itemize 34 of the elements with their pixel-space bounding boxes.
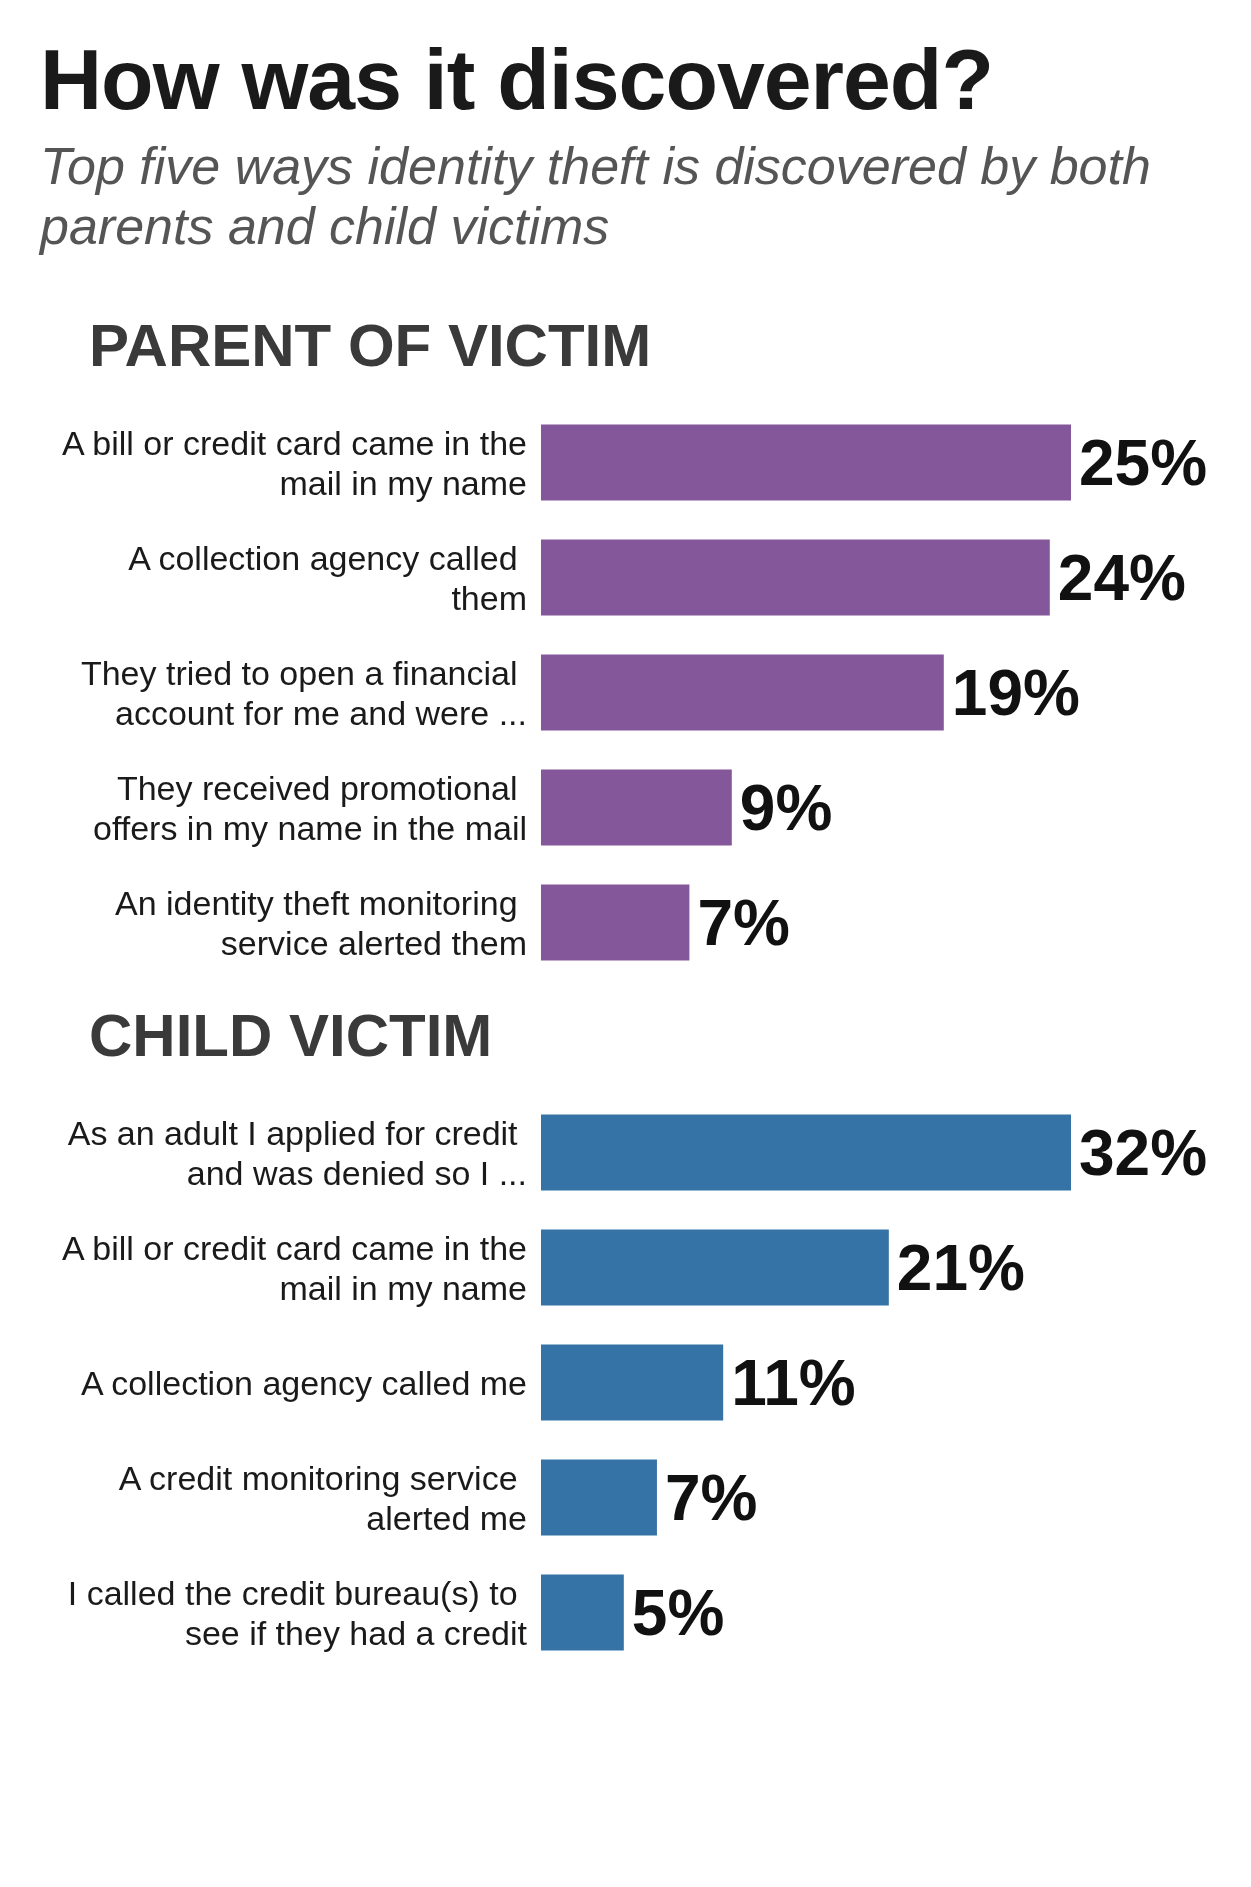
chart-title: CHILD VICTIM xyxy=(89,1001,493,1069)
text: How was it discovered? xyxy=(40,30,994,129)
y-tick-label: An identity theft monitoring service alerted them xyxy=(114,883,527,962)
bar xyxy=(541,769,732,846)
chart-title: PARENT OF VICTIM xyxy=(89,311,652,379)
y-tick-label: A bill or credit card came in the mail in my name xyxy=(62,1228,527,1307)
y-tick-label: A bill or credit card came in the mail in my name xyxy=(62,423,527,502)
data-label: 19% xyxy=(951,656,1080,729)
bar xyxy=(541,654,944,731)
bar xyxy=(541,884,690,961)
data-label: 9% xyxy=(739,771,833,844)
data-label: 24% xyxy=(1057,541,1186,614)
data-label: 32% xyxy=(1079,1116,1208,1189)
data-label: 21% xyxy=(896,1231,1025,1304)
bar xyxy=(541,1459,657,1536)
y-tick-label: A collection agency called me xyxy=(80,1363,527,1402)
data-label: 11% xyxy=(731,1346,856,1419)
bar xyxy=(541,539,1050,616)
y-tick-label: They tried to open a financial account for me and were ... xyxy=(80,653,527,732)
data-label: 7% xyxy=(697,886,790,959)
bar xyxy=(541,1114,1071,1191)
y-tick-label: As an adult I applied for credit and was denied so I ... xyxy=(67,1113,527,1192)
data-label: 5% xyxy=(631,1576,725,1649)
bar xyxy=(541,424,1071,501)
y-tick-label: A credit monitoring service alerted me xyxy=(118,1458,527,1537)
bar xyxy=(541,1574,624,1651)
y-tick-label: I called the credit bureau(s) to see if they had a credit xyxy=(67,1573,528,1652)
bar xyxy=(541,1229,889,1306)
text: Top five ways identity theft is discovered by both parents and child victims xyxy=(40,137,1152,257)
y-tick-label: A collection agency called them xyxy=(128,538,527,617)
data-label: 25% xyxy=(1079,426,1208,499)
bar xyxy=(541,1344,724,1421)
data-label: 7% xyxy=(664,1461,758,1534)
y-tick-label: They received promotional offers in my name in the mail xyxy=(93,768,527,847)
